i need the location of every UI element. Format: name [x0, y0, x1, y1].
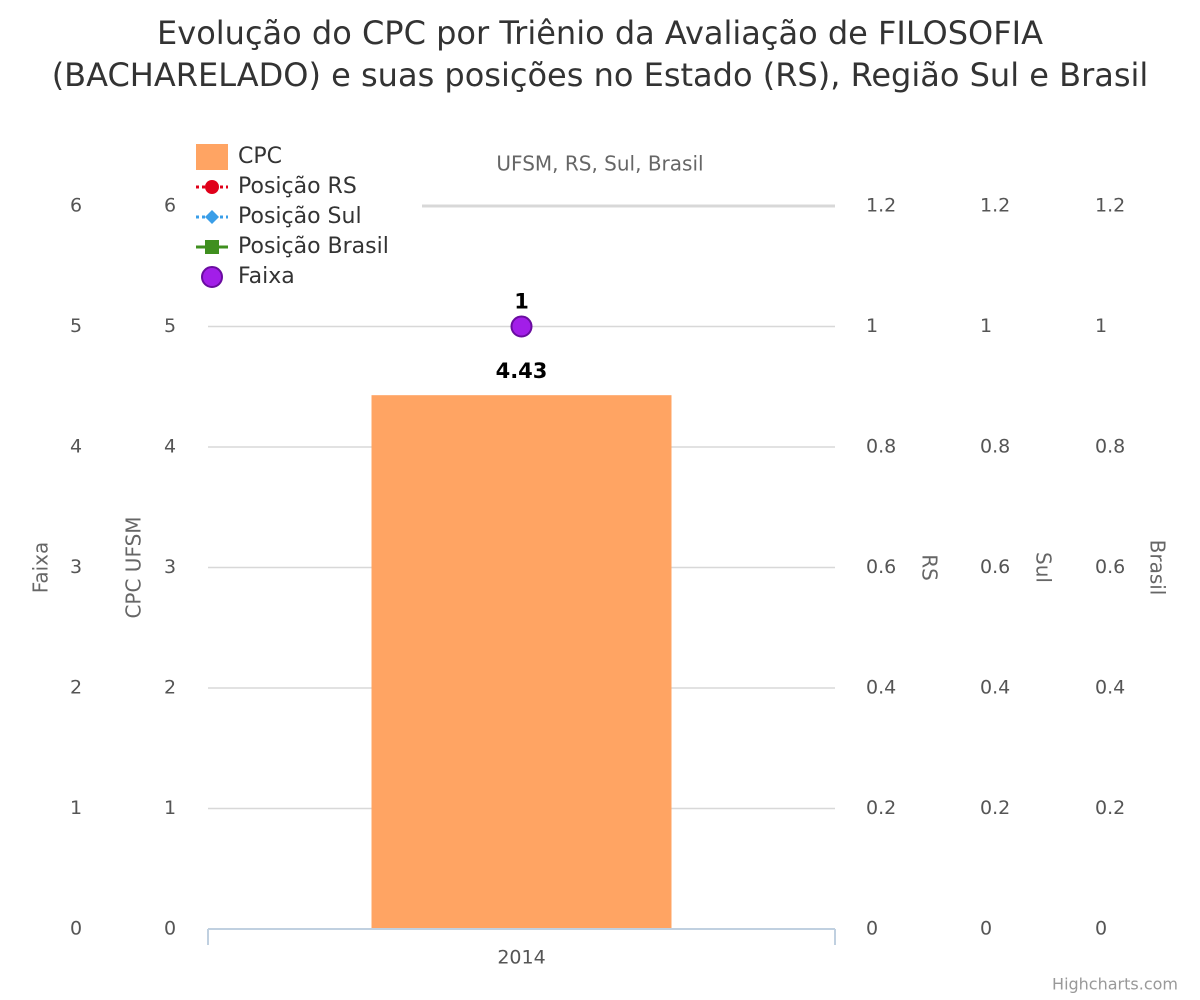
y-tick-label: 4	[70, 436, 82, 458]
marker	[205, 180, 219, 194]
y-tick-label: 5	[70, 315, 82, 337]
y-tick-label: 2	[164, 677, 176, 699]
legend-label: CPC	[238, 144, 282, 169]
y-axis-title: CPC UFSM	[122, 516, 146, 618]
legend-symbol	[196, 144, 228, 170]
y-tick-label: 6	[70, 195, 82, 217]
legend-label: Faixa	[238, 264, 295, 289]
x-tick-label: 2014	[497, 947, 545, 969]
y-tick-label: 3	[70, 556, 82, 578]
y-tick-label: 0.6	[1095, 556, 1125, 578]
y-tick-label: 4	[164, 436, 176, 458]
y-tick-label: 0	[164, 918, 176, 940]
marker	[201, 266, 223, 288]
y-tick-label: 1	[980, 315, 992, 337]
marker	[205, 210, 219, 224]
y-tick-label: 0	[980, 918, 992, 940]
y-tick-label: 6	[164, 195, 176, 217]
y-axis-title: Faixa	[29, 542, 53, 594]
y-tick-label: 1.2	[866, 195, 896, 217]
data-label: 1	[514, 290, 529, 314]
y-tick-label: 0.2	[980, 797, 1010, 819]
y-tick-label: 1	[164, 797, 176, 819]
y-tick-label: 1.2	[980, 195, 1010, 217]
y-tick-label: 3	[164, 556, 176, 578]
y-tick-label: 0.4	[866, 677, 896, 699]
y-tick-label: 0.2	[1095, 797, 1125, 819]
y-tick-label: 0.8	[866, 436, 896, 458]
marker	[510, 315, 533, 338]
data-label: 4.43	[496, 359, 548, 383]
plot	[371, 315, 672, 929]
legend-label: Posição Brasil	[238, 234, 389, 259]
legend-label: Posição RS	[238, 174, 357, 199]
credits: Highcharts.com	[1052, 975, 1178, 994]
y-tick-label: 5	[164, 315, 176, 337]
y-tick-label: 0	[1095, 918, 1107, 940]
y-tick-label: 1	[70, 797, 82, 819]
chart-subtitle: UFSM, RS, Sul, Brasil	[496, 152, 703, 176]
y-axis-title: Sul	[1032, 552, 1056, 583]
bar	[371, 395, 672, 929]
y-tick-label: 0.8	[980, 436, 1010, 458]
marker	[205, 240, 219, 254]
y-tick-label: 1	[1095, 315, 1107, 337]
y-tick-label: 0.8	[1095, 436, 1125, 458]
legend-background	[190, 140, 422, 292]
y-axis-title: Brasil	[1146, 540, 1170, 596]
legend: CPC Posição RS Posição Sul Posição Brasil Fa…	[190, 140, 422, 292]
y-tick-label: 0	[866, 918, 878, 940]
y-tick-label: 0.6	[980, 556, 1010, 578]
y-tick-label: 0.4	[980, 677, 1010, 699]
y-axis-title: RS	[918, 554, 942, 581]
chart-title: Evolução do CPC por Triênio da Avaliação…	[51, 14, 1149, 94]
legend-label: Posição Sul	[238, 204, 362, 229]
y-tick-label: 1	[866, 315, 878, 337]
y-tick-label: 2	[70, 677, 82, 699]
y-tick-label: 0.6	[866, 556, 896, 578]
y-tick-label: 0	[70, 918, 82, 940]
y-tick-label: 0.4	[1095, 677, 1125, 699]
y-tick-label: 0.2	[866, 797, 896, 819]
y-tick-label: 1.2	[1095, 195, 1125, 217]
